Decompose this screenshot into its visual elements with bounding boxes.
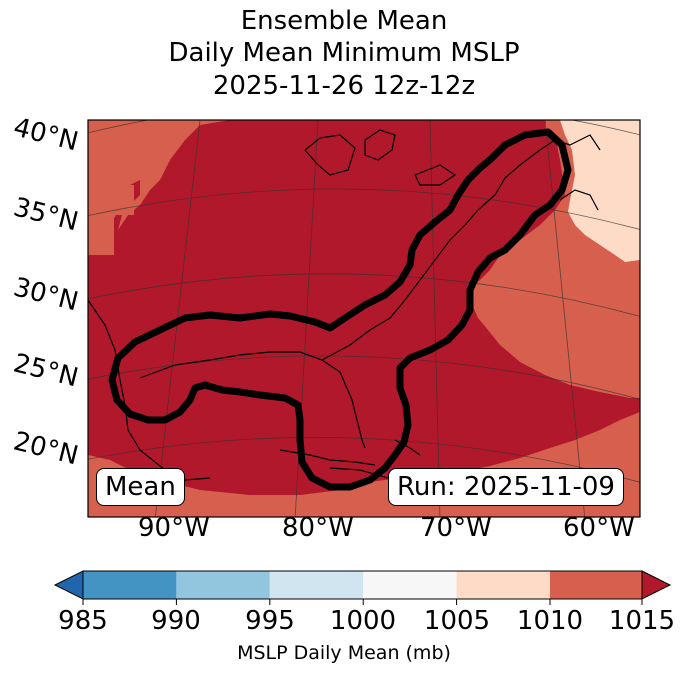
title-line-2: Daily Mean Minimum MSLP (168, 38, 520, 68)
title-line-3: 2025-11-26 12z-12z (212, 71, 476, 101)
lon-label-60w: 60°W (563, 513, 635, 543)
mean-label-box: Mean (96, 468, 185, 506)
pressure-step-2 (88, 205, 114, 255)
colorbar-bin-1005-1010 (456, 571, 550, 599)
colorbar-bin-1000-1005 (363, 571, 457, 599)
colorbar-extend-high (641, 570, 672, 600)
colorbar-tick-1010: 1010 (516, 606, 584, 636)
run-date-box: Run: 2025-11-09 (388, 468, 624, 506)
ensemble-contour (108, 128, 572, 491)
colorbar-tick-990: 990 (151, 606, 201, 636)
lon-label-70w: 70°W (420, 513, 492, 543)
colorbar-label: MSLP Daily Mean (mb) (237, 642, 451, 664)
title-line-1: Ensemble Mean (240, 6, 448, 36)
colorbar-tick-1000: 1000 (329, 606, 397, 636)
colorbar-tick-985: 985 (58, 606, 108, 636)
colorbar-tick-995: 995 (245, 606, 295, 636)
map-frame (87, 119, 641, 518)
colorbar-bin-1010-1015 (550, 571, 642, 599)
colorbar-bin-990-995 (176, 571, 270, 599)
colorbar-bin-995-1000 (269, 571, 364, 599)
pressure-field-light (560, 120, 640, 262)
colorbar-tick-1015: 1015 (608, 606, 676, 636)
colorbar-extend-low (53, 570, 84, 600)
lon-label-90w: 90°W (138, 513, 210, 543)
lon-label-80w: 80°W (282, 513, 354, 543)
pressure-step-1 (112, 185, 134, 215)
colorbar-frame (82, 570, 643, 600)
colorbar-bin-985-990 (83, 571, 177, 599)
colorbar-tick-1005: 1005 (423, 606, 491, 636)
colorbar (53, 570, 672, 605)
